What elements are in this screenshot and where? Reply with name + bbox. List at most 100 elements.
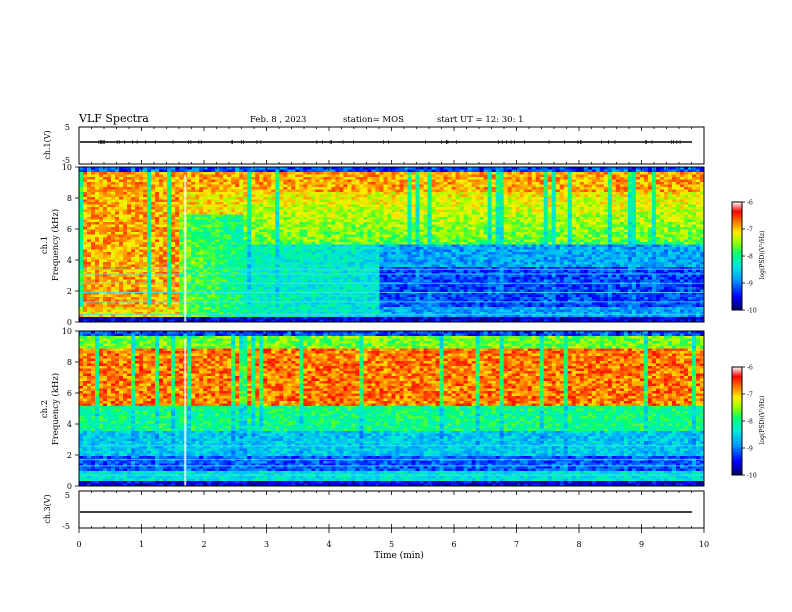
spectrogram-cell <box>207 217 212 220</box>
spectrogram-cell <box>227 279 232 283</box>
spectrogram-cell <box>371 312 376 315</box>
spectrogram-cell <box>223 264 228 268</box>
spectrogram-cell <box>347 167 352 170</box>
spectrogram-cell <box>79 302 84 305</box>
spectrogram-cell <box>107 254 112 258</box>
spectrogram-cell <box>319 307 324 310</box>
spectrogram-cell <box>363 224 368 228</box>
spectrogram-cell <box>371 184 376 188</box>
spectrogram-cell <box>219 307 224 310</box>
spectrogram-cell <box>239 237 244 240</box>
spectrogram-cell <box>115 207 120 210</box>
spectrogram-cell <box>343 277 348 280</box>
spectrogram-cell <box>311 242 316 245</box>
spectrogram-cell <box>95 222 100 225</box>
spectrogram-cell <box>311 174 316 178</box>
spectrogram-cell <box>115 214 120 218</box>
spectrogram-cell <box>355 299 360 303</box>
spectrogram-cell <box>99 199 104 203</box>
spectrogram-cell <box>299 314 304 318</box>
spectrogram-cell <box>347 227 352 230</box>
spectrogram-cell <box>295 197 300 200</box>
spectrogram-cell <box>319 219 324 223</box>
spectrogram-cell <box>327 242 332 245</box>
spectrogram-cell <box>99 232 104 235</box>
spectrogram-cell <box>391 309 396 313</box>
spectrogram-cell <box>91 232 96 235</box>
spectrogram-cell <box>211 319 216 323</box>
spectrogram-cell <box>343 242 348 245</box>
spectrogram-cell <box>187 294 192 298</box>
spectrogram-cell <box>303 234 308 238</box>
spectrogram-cell <box>319 267 324 270</box>
spectrogram-cell <box>351 244 356 248</box>
spectrogram-cell <box>315 319 320 323</box>
spectrogram-cell <box>347 182 352 185</box>
spectrogram-cell <box>215 239 220 243</box>
spectrogram-cell <box>231 187 236 190</box>
spectrogram-cell <box>315 189 320 193</box>
spectrogram-cell <box>339 202 344 205</box>
spectrogram-cell <box>275 172 280 175</box>
spectrogram-cell <box>231 267 236 270</box>
spectrogram-cell <box>103 287 108 290</box>
spectrogram-cell <box>79 232 84 235</box>
spectrogram-cell <box>371 212 376 215</box>
spectrogram-cell <box>179 244 184 248</box>
spectrogram-cell <box>243 227 248 230</box>
spectrogram-cell <box>151 202 156 205</box>
spectrogram-cell <box>387 259 392 263</box>
spectrogram-cell <box>375 184 380 188</box>
spectrogram-cell <box>251 279 256 283</box>
spectrogram-cell <box>235 199 240 203</box>
spectrogram-cell <box>239 169 244 173</box>
spectrogram-cell <box>203 297 208 300</box>
spectrogram-cell <box>211 184 216 188</box>
spectrogram-cell <box>307 264 312 268</box>
spectrogram-cell <box>83 262 88 265</box>
spectrogram-cell <box>199 202 204 205</box>
spectrogram-cell <box>175 262 180 265</box>
spectrogram-cell <box>155 312 160 315</box>
spectrogram-cell <box>231 214 236 218</box>
spectrogram-cell <box>255 224 260 228</box>
spectrogram-cell <box>363 229 368 233</box>
spectrogram-cell <box>351 307 356 310</box>
spectrogram-cell <box>175 304 180 308</box>
spectrogram-cell <box>331 294 336 298</box>
spectrogram-cell <box>191 209 196 213</box>
spectrogram-cell <box>175 219 180 223</box>
spectrogram-cell <box>163 262 168 265</box>
spectrogram-cell <box>355 294 360 298</box>
spectrogram-cell <box>163 294 168 298</box>
spectrogram-cell <box>259 299 264 303</box>
spectrogram-cell <box>367 194 372 198</box>
spectrogram-cell <box>219 262 224 265</box>
spectrogram-cell <box>159 269 164 273</box>
spectrogram-cell <box>175 297 180 300</box>
spectrogram-cell <box>299 269 304 273</box>
spectrogram-cell <box>367 182 372 185</box>
spectrogram-cell <box>91 274 96 278</box>
spectrogram-cell <box>299 237 304 240</box>
spectrogram-cell <box>371 304 376 308</box>
spectrogram-cell <box>135 274 140 278</box>
spectrogram-cell <box>395 232 400 235</box>
spectrogram-cell <box>351 317 356 320</box>
spectrogram-cell <box>115 172 120 175</box>
spectrogram-cell <box>383 192 388 195</box>
spectrogram-cell <box>295 317 300 320</box>
spectrogram-cell <box>223 182 228 185</box>
spectrogram-cell <box>215 317 220 320</box>
spectrogram-cell <box>331 277 336 280</box>
spectrogram-cell <box>339 279 344 283</box>
spectrogram-cell <box>111 204 116 208</box>
spectrogram-cell <box>143 217 148 220</box>
spectrogram-cell <box>307 207 312 210</box>
spectrogram-cell <box>135 279 140 283</box>
spectrogram-cell <box>287 244 292 248</box>
spectrogram-cell <box>367 179 372 183</box>
spectrogram-cell <box>375 312 380 315</box>
spectrogram-cell <box>203 182 208 185</box>
